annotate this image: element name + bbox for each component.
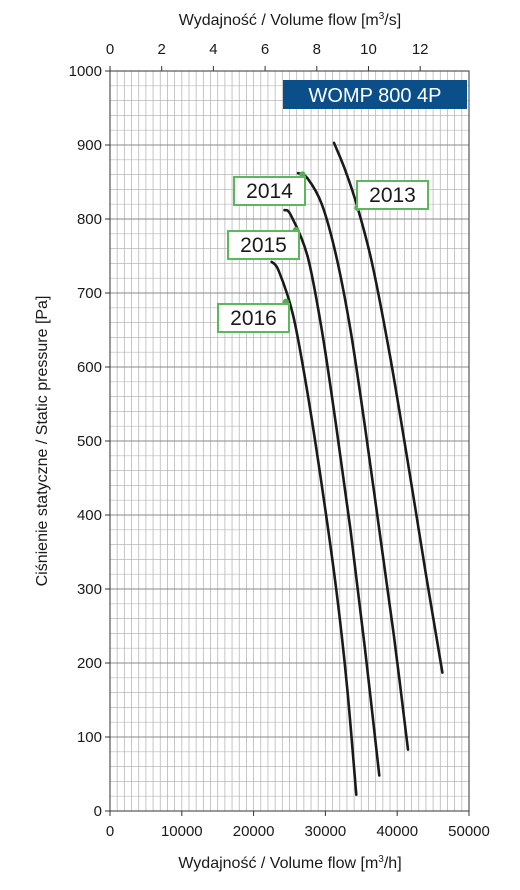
x-tick-label: 50000 xyxy=(448,823,490,840)
callout-box-2016 xyxy=(217,303,290,333)
callout-box-2015 xyxy=(227,230,300,260)
y-tick-label: 200 xyxy=(77,655,102,672)
x2-tick-label: 0 xyxy=(106,41,114,58)
tick-labels: 0 10000 20000 30000 40000 50000 0 2 4 6 8 10 12 0 100 2… xyxy=(69,41,490,840)
x2-tick-label: 2 xyxy=(158,41,166,58)
top-axis-title-text: Wydajność / Volume flow [m xyxy=(179,12,379,29)
y-tick-label: 600 xyxy=(77,359,102,376)
x2-tick-label: 6 xyxy=(261,41,269,58)
x-tick-label: 40000 xyxy=(376,823,418,840)
callout-box-2014 xyxy=(233,176,306,206)
callout-label-2013: 2013 xyxy=(369,184,416,207)
x2-tick-label: 4 xyxy=(209,41,217,58)
callouts: 2013 2014 2015 2016 xyxy=(217,176,429,333)
y-axis-title: Ciśnienie statyczne / Static pressure [P… xyxy=(34,296,51,587)
callout-label-2015: 2015 xyxy=(240,234,287,257)
x2-tick-label: 12 xyxy=(412,41,429,58)
top-axis-title-superscript: 3 xyxy=(379,11,385,22)
x-tick-label: 30000 xyxy=(305,823,347,840)
callout-label-2014: 2014 xyxy=(246,180,293,203)
chart-title: WOMP 800 4P xyxy=(308,85,441,107)
y-tick-label: 800 xyxy=(77,211,102,228)
x-tick-label: 20000 xyxy=(233,823,275,840)
y-tick-label: 900 xyxy=(77,137,102,154)
grid xyxy=(110,71,469,811)
x-tick-label: 10000 xyxy=(161,823,203,840)
y-tick-label: 0 xyxy=(94,803,102,820)
curve-2014 xyxy=(296,171,410,751)
x2-tick-label: 10 xyxy=(360,41,377,58)
curve-2015 xyxy=(283,208,381,777)
curves xyxy=(270,141,444,796)
bottom-axis-title-superscript: 3 xyxy=(378,854,384,865)
y-tick-label: 500 xyxy=(77,433,102,450)
x-tick-label: 0 xyxy=(106,823,114,840)
bottom-axis-title-text: Wydajność / Volume flow [m xyxy=(178,855,378,872)
top-axis-title: Wydajność / Volume flow [m3/s] xyxy=(179,11,401,29)
x2-tick-label: 8 xyxy=(313,41,321,58)
y-tick-label: 100 xyxy=(77,729,102,746)
title-badge-background xyxy=(283,80,467,109)
bottom-axis-title-end: /h] xyxy=(384,855,402,872)
curve-2016 xyxy=(270,260,358,796)
curve-2013 xyxy=(332,141,444,674)
y-tick-label: 400 xyxy=(77,507,102,524)
title-badge: WOMP 800 4P xyxy=(283,80,467,109)
callout-box-2013 xyxy=(356,180,429,210)
y-tick-label: 1000 xyxy=(69,63,102,80)
y-tick-label: 700 xyxy=(77,285,102,302)
y-tick-label: 300 xyxy=(77,581,102,598)
bottom-axis-title: Wydajność / Volume flow [m3/h] xyxy=(178,854,401,872)
callout-label-2016: 2016 xyxy=(230,307,277,330)
top-axis-title-end: /s] xyxy=(384,12,401,29)
